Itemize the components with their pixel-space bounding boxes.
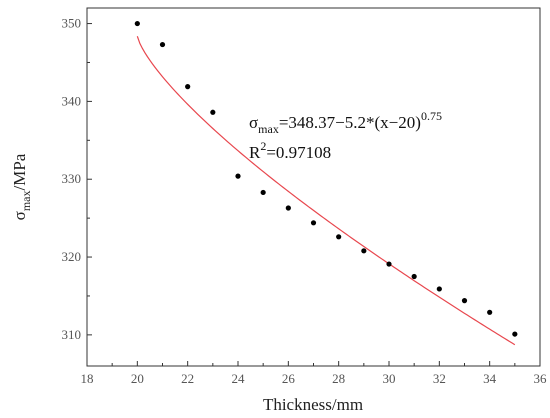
y-tick-label: 310 <box>62 327 82 342</box>
y-axis-title: σmax/MPa <box>10 153 33 220</box>
y-tick-label: 330 <box>62 171 82 186</box>
x-tick-label: 26 <box>282 371 296 386</box>
x-axis-title: Thickness/mm <box>263 395 363 414</box>
r-squared: R2=0.97108 <box>249 139 331 162</box>
eq-subscript: max <box>258 122 279 136</box>
data-point <box>310 220 317 226</box>
x-tick-label: 18 <box>81 371 94 386</box>
y-tick-label: 350 <box>62 16 82 31</box>
points-layer <box>134 20 518 337</box>
ticks-layer: 18 20 22 24 26 28 30 32 34 36 310 320 330 340 350 <box>62 16 548 386</box>
fit-curve <box>136 36 516 346</box>
data-point <box>260 189 266 196</box>
data-point <box>411 273 417 280</box>
eq-body: =348.37−5.2*(x−20) <box>279 113 421 132</box>
y-axis-sigma: σ <box>10 211 29 220</box>
data-point <box>235 173 241 179</box>
eq-exponent: 0.75 <box>421 109 442 123</box>
x-tick-label: 30 <box>383 371 396 386</box>
x-tick-label: 20 <box>131 371 144 386</box>
fit-layer <box>136 36 516 346</box>
eq-sigma: σ <box>249 113 258 132</box>
data-point <box>386 261 392 267</box>
data-point <box>185 84 191 90</box>
x-tick-label: 28 <box>332 371 345 386</box>
y-tick-label: 340 <box>62 93 82 108</box>
data-point <box>336 234 342 240</box>
data-point <box>285 205 291 211</box>
x-tick-label: 34 <box>483 371 497 386</box>
data-point <box>487 309 493 315</box>
data-point <box>512 331 518 337</box>
r2-superscript: 2 <box>260 139 266 153</box>
data-point <box>134 20 140 27</box>
fit-equation: σmax=348.37−5.2*(x−20)0.75 <box>249 109 442 136</box>
data-point <box>461 298 468 304</box>
plot-frame <box>86 7 541 367</box>
x-tick-label: 22 <box>181 371 194 386</box>
x-tick-label: 36 <box>534 371 548 386</box>
r2-prefix: R <box>249 143 261 162</box>
data-point <box>159 41 166 48</box>
x-tick-label: 32 <box>433 371 446 386</box>
y-axis-unit: /MPa <box>10 153 29 190</box>
data-point <box>436 286 442 292</box>
y-tick-label: 320 <box>62 249 82 264</box>
x-tick-label: 24 <box>232 371 246 386</box>
data-point <box>210 109 216 115</box>
r2-value: =0.97108 <box>266 143 331 162</box>
data-point <box>361 248 367 254</box>
y-axis-subscript: max <box>19 191 33 212</box>
